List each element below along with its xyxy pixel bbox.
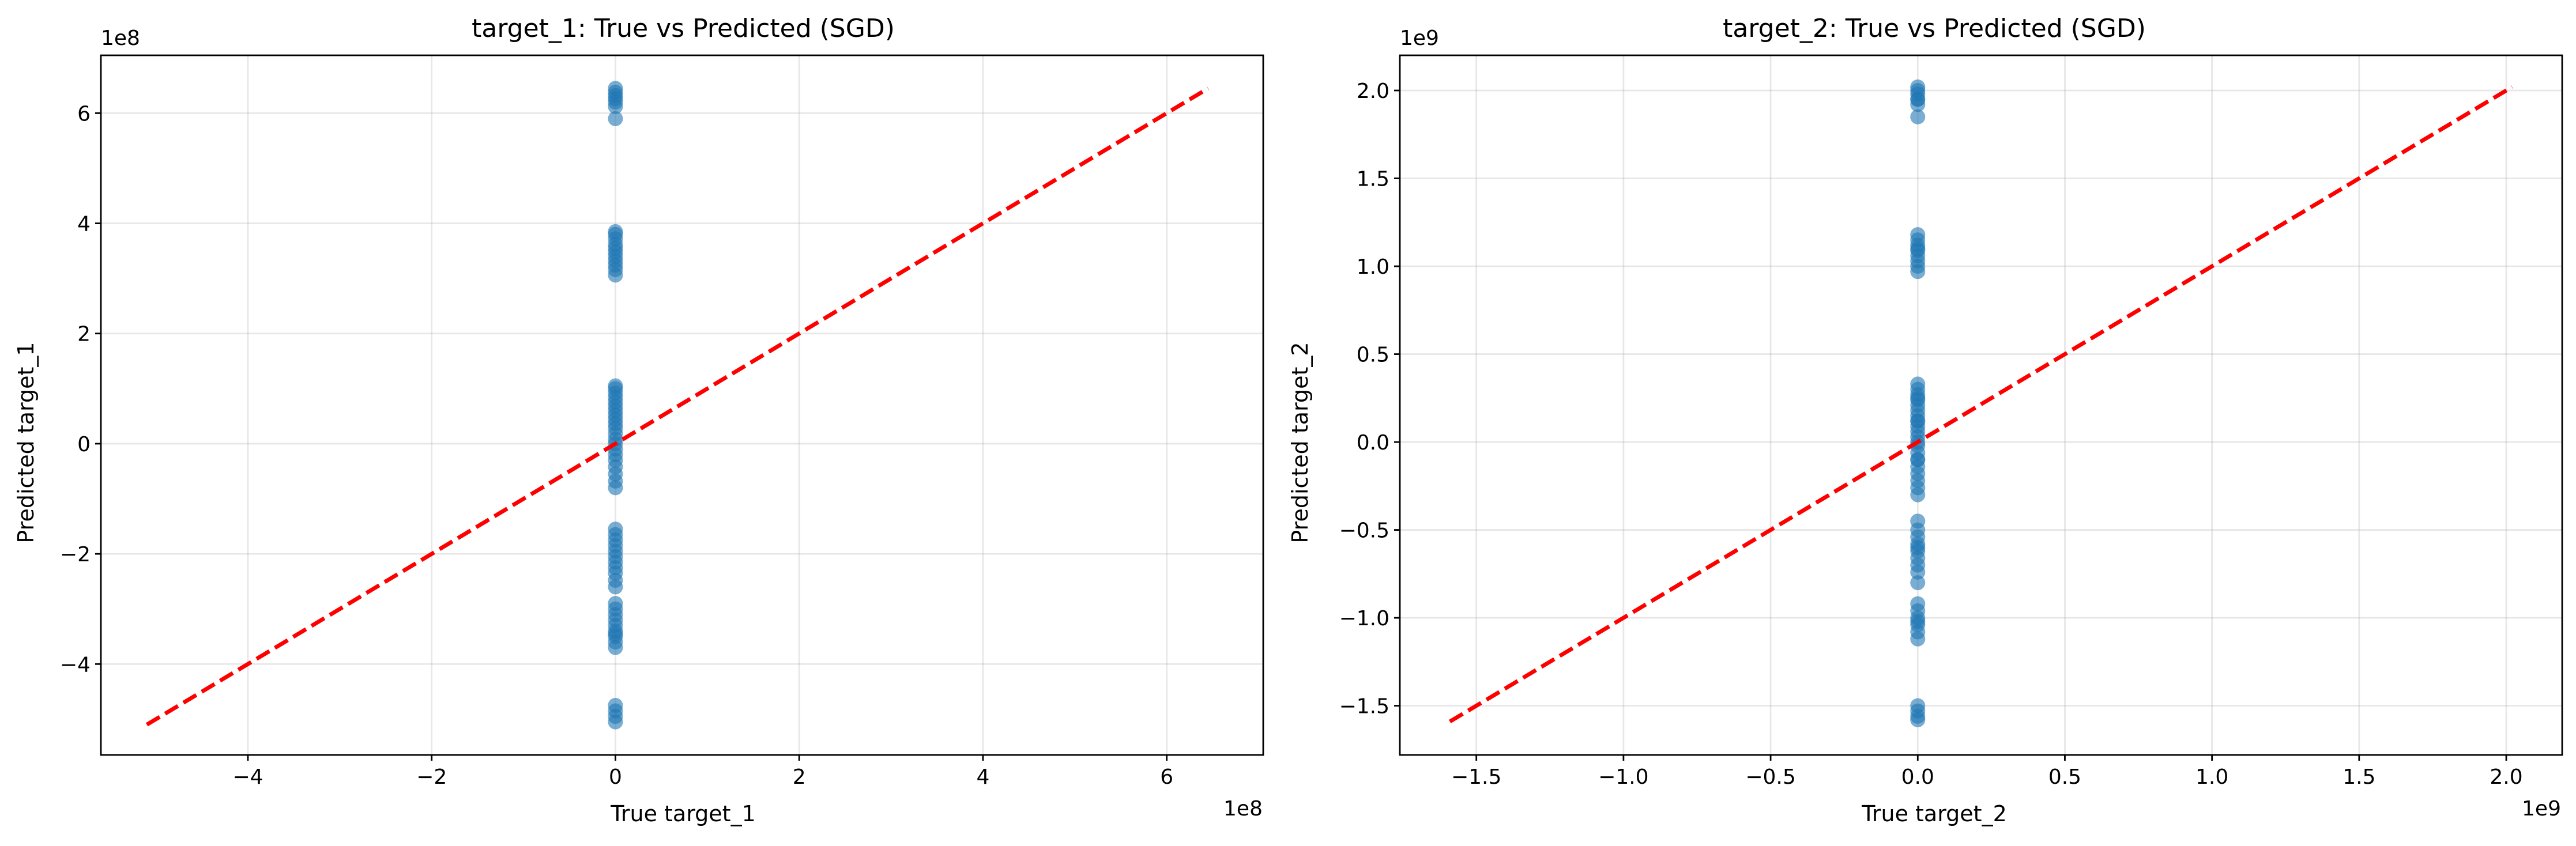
scatter-point bbox=[1910, 109, 1926, 124]
plot-frame bbox=[100, 54, 1264, 756]
scatter-point bbox=[608, 111, 623, 126]
y-tick-label: −0.5 bbox=[1339, 519, 1389, 543]
x-tick-label: 0.5 bbox=[2048, 765, 2081, 789]
y-tick-label: 0.5 bbox=[1357, 343, 1389, 367]
scatter-point bbox=[608, 267, 623, 283]
reference-line-group bbox=[1448, 85, 2514, 724]
reference-line bbox=[145, 86, 1210, 727]
x-tick-label: 1.0 bbox=[2195, 765, 2228, 789]
x-axis-label: True target_2 bbox=[1861, 801, 2007, 826]
y-axis-label: Predicted target_2 bbox=[1287, 342, 1313, 543]
y-tick-label: 2.0 bbox=[1357, 80, 1389, 103]
scatter-point bbox=[1910, 92, 1926, 107]
scatter-point bbox=[608, 626, 623, 641]
chart-title: target_1: True vs Predicted (SGD) bbox=[472, 14, 895, 43]
x-tick-label: 6 bbox=[1160, 765, 1173, 789]
scatter-point bbox=[608, 579, 623, 595]
scatter-point bbox=[1910, 487, 1926, 503]
scatter-point bbox=[608, 480, 623, 496]
x-tick-label: −1.5 bbox=[1451, 765, 1501, 789]
y-axis-label: Predicted target_1 bbox=[13, 342, 39, 543]
scatter-point bbox=[608, 640, 623, 655]
x-tick-label: −1.0 bbox=[1598, 765, 1648, 789]
scatter-point bbox=[608, 714, 623, 730]
y-tick-label: 6 bbox=[77, 102, 91, 126]
x-multiplier: 1e9 bbox=[2522, 797, 2561, 821]
y-tick-label: 2 bbox=[77, 323, 91, 346]
x-tick-label: 2 bbox=[793, 765, 806, 789]
plot-frame bbox=[1399, 54, 2563, 756]
x-tick-label: 2.0 bbox=[2490, 765, 2522, 789]
panel-target-1: target_1: True vs Predicted (SGD) 1e8 1e… bbox=[13, 14, 1264, 826]
scatter-point bbox=[1910, 241, 1926, 256]
scatter-point bbox=[608, 99, 623, 114]
scatter-point bbox=[1910, 564, 1926, 580]
y-tick-label: −4 bbox=[60, 653, 91, 677]
x-ticks: −4 −2 0 2 4 6 bbox=[232, 755, 1173, 789]
y-ticks: −4 −2 0 2 4 6 bbox=[60, 102, 101, 677]
x-axis-label: True target_1 bbox=[610, 801, 756, 826]
scatter-point bbox=[1910, 390, 1926, 406]
scatter-point bbox=[1910, 513, 1926, 529]
y-tick-label: −1.0 bbox=[1339, 607, 1389, 630]
x-tick-label: 1.5 bbox=[2342, 765, 2375, 789]
panel-target-2: target_2: True vs Predicted (SGD) 1e9 1e… bbox=[1287, 14, 2563, 826]
grid bbox=[101, 55, 1263, 755]
scatter-point bbox=[1910, 575, 1926, 591]
scatter-point bbox=[608, 224, 623, 239]
x-ticks: −1.5 −1.0 −0.5 0.0 0.5 1.0 1.5 2.0 bbox=[1451, 755, 2523, 789]
x-tick-label: −2 bbox=[416, 765, 447, 789]
scatter-point bbox=[1910, 631, 1926, 647]
scatter-point bbox=[1910, 614, 1926, 629]
scatter-point bbox=[1910, 413, 1926, 429]
y-tick-label: 1.0 bbox=[1357, 255, 1389, 279]
y-tick-label: 4 bbox=[77, 213, 91, 236]
y-tick-label: −2 bbox=[60, 543, 91, 566]
scatter-points bbox=[1910, 79, 1926, 727]
y-tick-label: 1.5 bbox=[1357, 168, 1389, 191]
y-multiplier: 1e9 bbox=[1400, 27, 1439, 50]
x-tick-label: 0 bbox=[609, 765, 622, 789]
y-tick-label: 0.0 bbox=[1357, 431, 1389, 455]
x-tick-label: −4 bbox=[232, 765, 263, 789]
x-tick-label: −0.5 bbox=[1745, 765, 1795, 789]
scatter-point bbox=[1910, 452, 1926, 467]
scatter-point bbox=[1910, 540, 1926, 556]
scatter-point bbox=[608, 378, 623, 394]
y-multiplier: 1e8 bbox=[101, 27, 140, 50]
scatter-points bbox=[608, 81, 623, 730]
reference-line bbox=[1448, 85, 2514, 724]
scatter-point bbox=[1910, 264, 1926, 280]
x-tick-label: 4 bbox=[976, 765, 989, 789]
x-tick-label: 0.0 bbox=[1901, 765, 1934, 789]
x-multiplier: 1e8 bbox=[1223, 797, 1263, 821]
y-tick-label: −1.5 bbox=[1339, 695, 1389, 719]
y-tick-label: 0 bbox=[77, 433, 91, 456]
scatter-point bbox=[1910, 712, 1926, 727]
chart-title: target_2: True vs Predicted (SGD) bbox=[1723, 14, 2146, 43]
reference-line-group bbox=[145, 86, 1210, 727]
y-ticks: −1.5 −1.0 −0.5 0.0 0.5 1.0 1.5 2.0 bbox=[1339, 80, 1400, 719]
